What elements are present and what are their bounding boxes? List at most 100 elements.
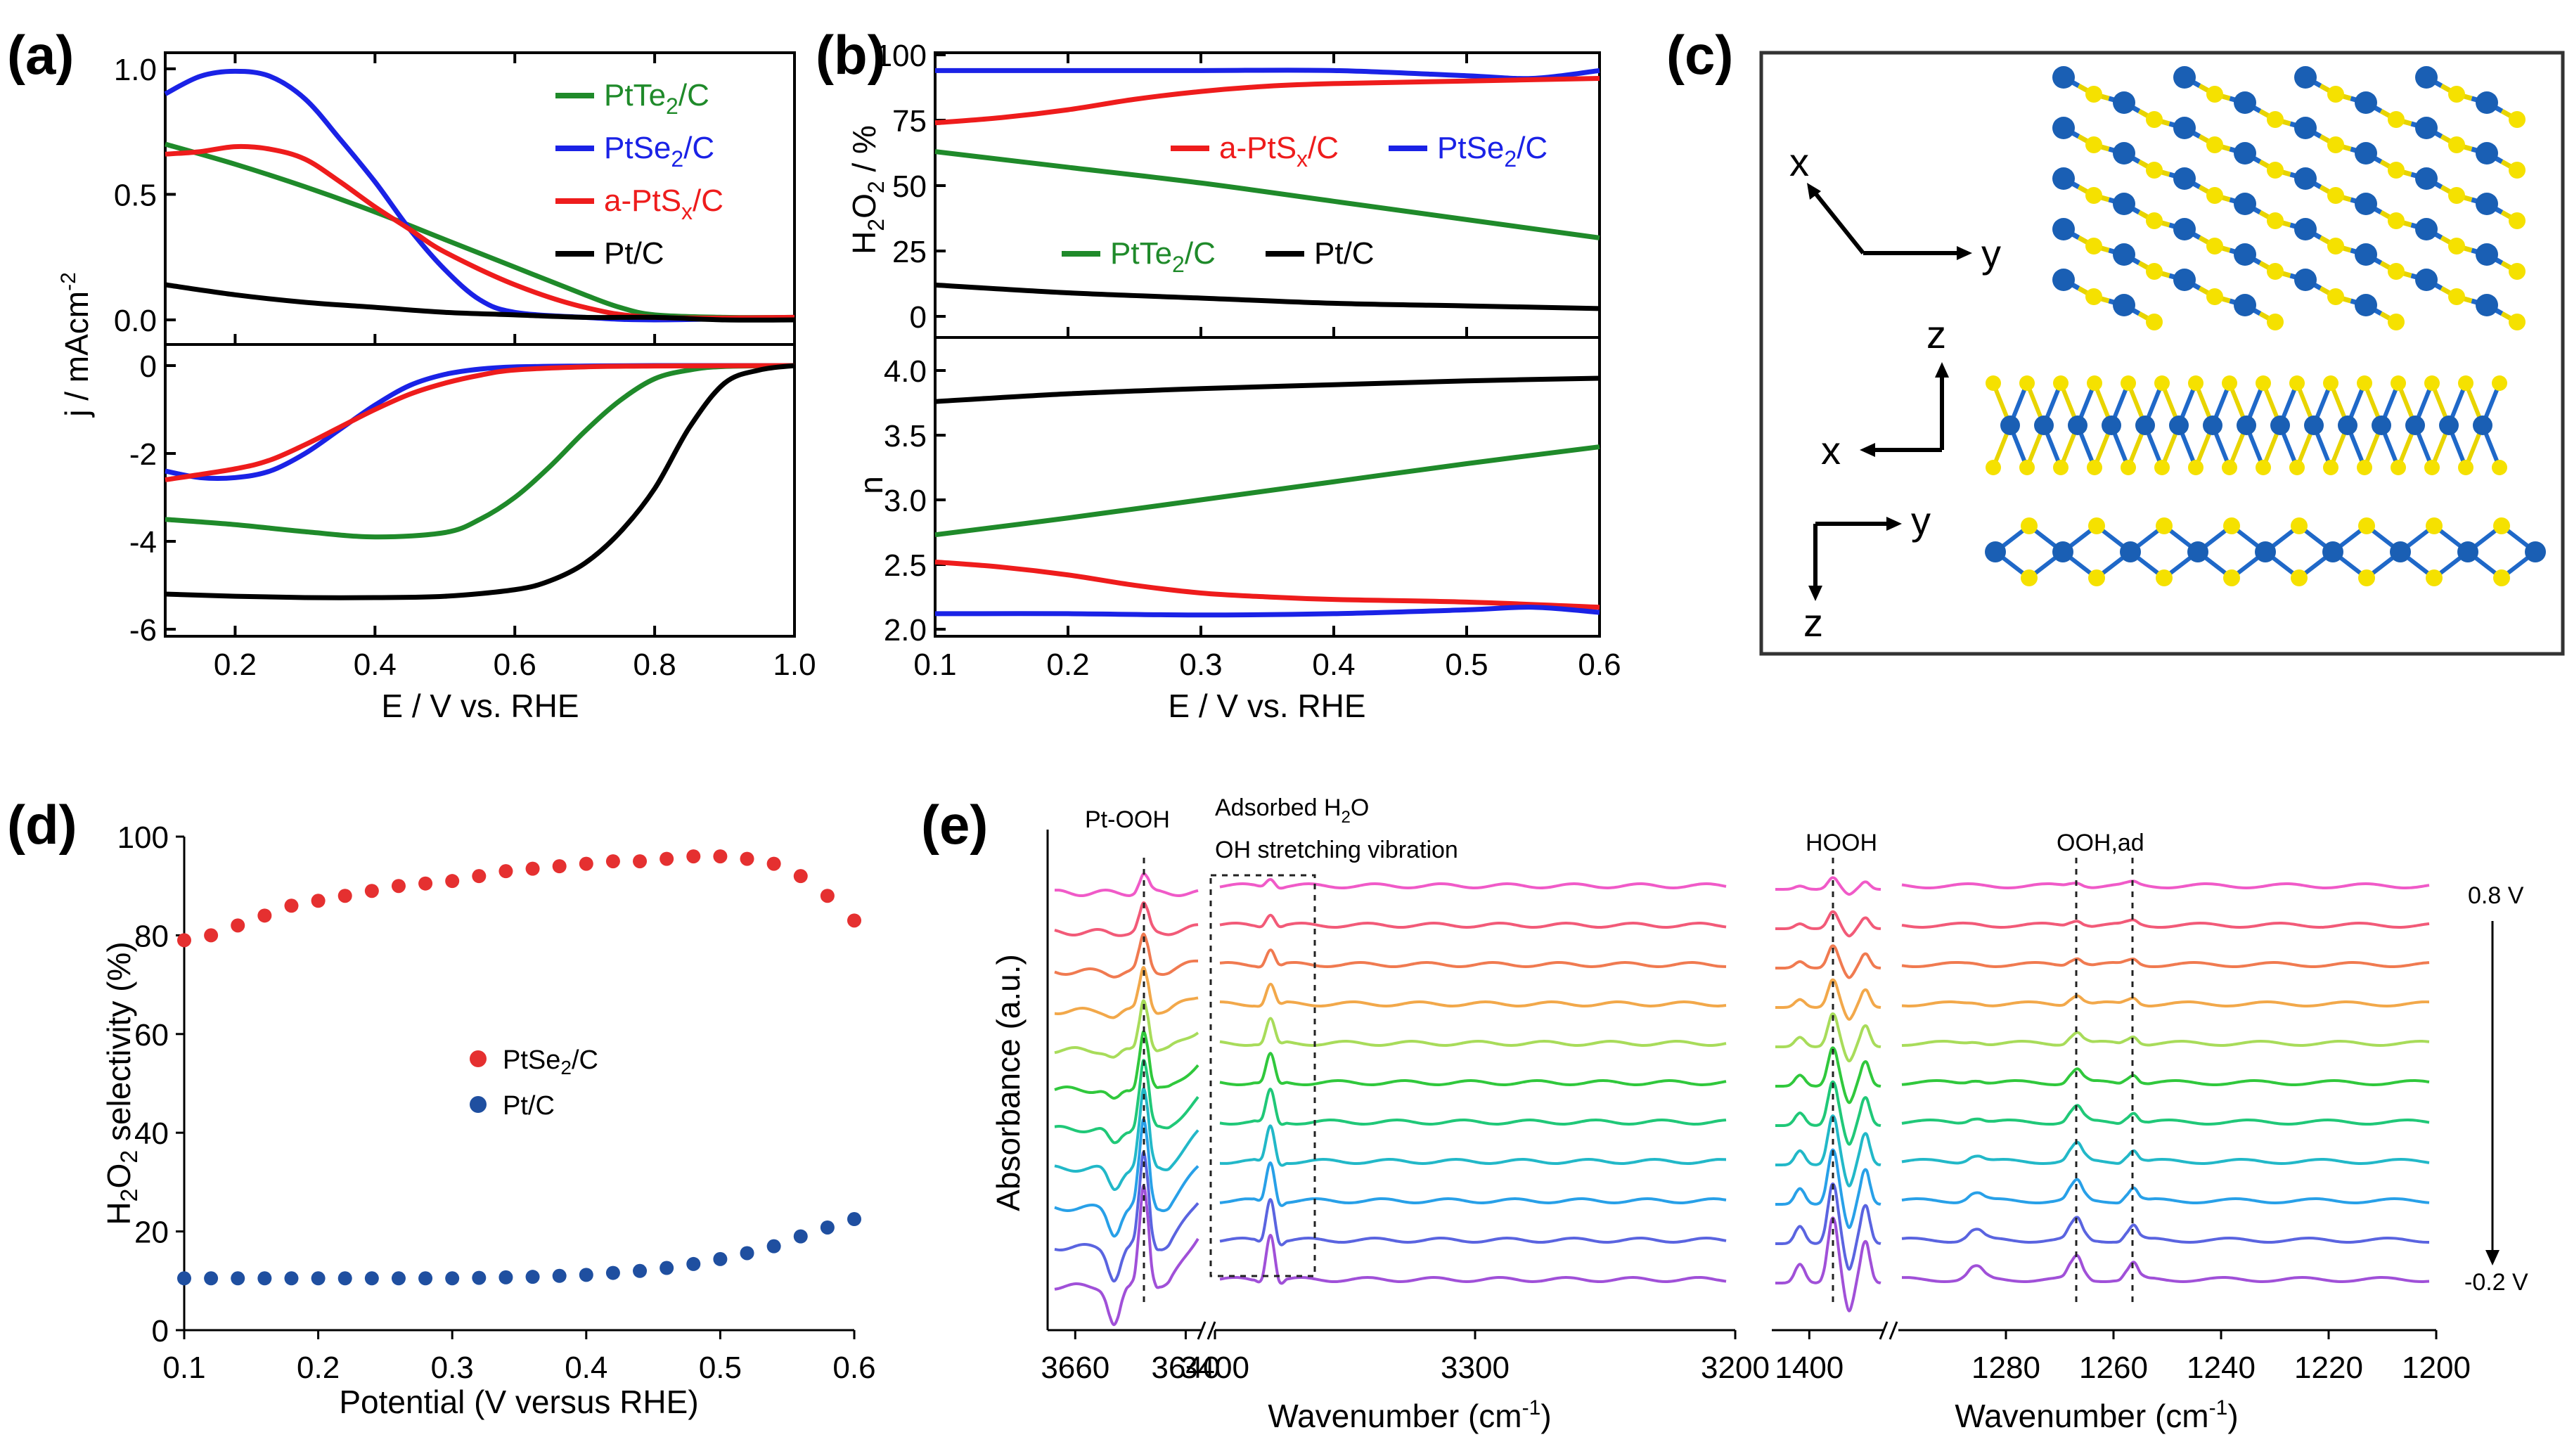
dashed-reference-lines [1143, 858, 2134, 1308]
panel-a-tick-labels: 0.2 0.4 0.6 0.8 1.0 0.0 0.5 1.0 0 -2 -4 -6 [114, 53, 816, 682]
e-trace-seg2-7 [1219, 1124, 1727, 1167]
d-xtick-label: 0.2 [297, 1351, 340, 1385]
a-legend-item-3-label: Pt/C [604, 236, 664, 271]
e-trace-seg3-4 [1775, 1012, 1881, 1063]
e-trace-seg3-6 [1775, 1080, 1881, 1146]
chalcogen-atom [2087, 375, 2102, 391]
e-trace-seg1-1 [1054, 901, 1199, 937]
panel-b-ticks [934, 53, 1601, 636]
panel-a-ylabel-base: j / mAcm [58, 291, 95, 418]
b-lower-line-3 [934, 605, 1600, 618]
chalcogen-atom [2267, 111, 2284, 128]
d-point-1-3 [257, 1271, 272, 1286]
d-point-0-24 [820, 889, 835, 903]
chalcogen-atom [2388, 212, 2405, 229]
b-legend-lower-0-label: PtTe2/C [1110, 236, 1216, 277]
pt-atom [2113, 243, 2135, 266]
e-xtick-label: 1240 [2187, 1351, 2256, 1385]
d-legend-marker-1 [470, 1096, 487, 1113]
chalcogen-atom [2085, 238, 2102, 255]
chalcogen-atom [2388, 162, 2405, 179]
d-point-0-19 [686, 849, 701, 864]
pt-atom [2068, 415, 2087, 435]
chalcogen-atom [2448, 238, 2465, 255]
axes-mid [1870, 373, 1944, 452]
a-upper-line-3 [165, 282, 795, 323]
b-xtick-label: 0.4 [1312, 648, 1355, 682]
e-trace-seg3-3 [1775, 978, 1881, 1021]
panel-e-xlabel-left-sup: -1 [1522, 1396, 1541, 1419]
panel-e-xlabel-right-base: Wavenumber (cm [1955, 1398, 2208, 1434]
panel-b-upper-series [934, 67, 1600, 311]
d-ytick-label: 80 [134, 919, 169, 953]
chalcogen-atom [2267, 314, 2284, 330]
e-trace-seg3-7 [1775, 1114, 1881, 1187]
b-xtick-label: 0.5 [1445, 648, 1488, 682]
d-point-0-5 [311, 894, 326, 908]
chalcogen-atom [2327, 288, 2344, 305]
panel-d-xlabel: Potential (V versus RHE) [339, 1384, 698, 1420]
chalcogen-atom [2267, 212, 2284, 229]
pt-atom [2355, 193, 2377, 215]
e-xtick-label: 3660 [1041, 1351, 1109, 1385]
lattice-side-view-x [1986, 375, 2507, 475]
chalcogen-atom [2424, 375, 2440, 391]
e-trace-seg4-2 [1901, 957, 2430, 969]
panel-a-ylabel: j / mAcm-2 [57, 272, 95, 418]
chalcogen-atom [2509, 314, 2526, 330]
a-xtick-label: 0.8 [633, 648, 676, 682]
chalcogen-atom [2019, 375, 2035, 391]
chalcogen-atom [2206, 136, 2223, 153]
d-point-1-7 [364, 1271, 379, 1286]
e-trace-seg2-9 [1219, 1198, 1727, 1246]
pt-atom [2169, 415, 2189, 435]
b-lower-line-1 [934, 444, 1600, 538]
chalcogen-atom [2222, 460, 2237, 475]
chalcogen-atom [2085, 136, 2102, 153]
d-legend-label-1: Pt/C [503, 1091, 555, 1121]
d-point-0-23 [793, 869, 808, 884]
e-trace-seg3-5 [1775, 1046, 1881, 1104]
chalcogen-atom [2327, 238, 2344, 255]
panel-a-lower-series [165, 363, 795, 600]
chalcogen-atom [2357, 375, 2372, 391]
e-trace-seg3-2 [1775, 944, 1881, 979]
d-point-0-15 [579, 856, 593, 871]
b-xtick-label: 0.3 [1179, 648, 1222, 682]
d-point-1-4 [284, 1271, 299, 1286]
b-upper-line-3 [934, 282, 1600, 311]
chalcogen-atom [2188, 460, 2203, 475]
pt-atom [2415, 167, 2438, 190]
chalcogen-atom [2088, 569, 2105, 586]
pt-atom [2270, 415, 2290, 435]
pt-atom [1985, 541, 2006, 562]
d-ytick-label: 60 [134, 1018, 169, 1052]
a-upper-ytick-label: 0.5 [114, 178, 157, 212]
a-legend-item-0-label: PtTe2/C [604, 78, 709, 119]
b-legend-lower-1-label: Pt/C [1314, 236, 1375, 271]
pt-atom [2234, 243, 2256, 266]
e-trace-seg4-5 [1901, 1067, 2430, 1087]
d-ytick-label: 0 [152, 1314, 169, 1348]
chalcogen-atom [2267, 263, 2284, 280]
pt-atom [2294, 218, 2317, 240]
panel-letter-a: (a) [7, 24, 74, 86]
d-point-1-13 [525, 1270, 540, 1284]
panel-e-series [1054, 872, 2430, 1327]
e-trace-seg2-0 [1219, 877, 1727, 890]
panel-a-xlabel: E / V vs. RHE [381, 688, 579, 724]
panel-letter-c: (c) [1666, 24, 1733, 86]
d-point-0-12 [498, 864, 513, 879]
e-trace-seg4-1 [1901, 918, 2430, 929]
a-upper-ytick-label: 0.0 [114, 304, 157, 338]
pt-atom [2173, 117, 2196, 139]
chalcogen-atom [2458, 375, 2473, 391]
panel-e-xlabel-left: Wavenumber (cm-1) [1268, 1396, 1551, 1434]
panel-b-tick-labels: 0.1 0.2 0.3 0.4 0.5 0.6 0 25 50 75 100 2.0 2.5 3.0 3.5… [875, 39, 1621, 682]
chalcogen-atom [2509, 263, 2526, 280]
b-lower-line-0 [934, 375, 1600, 404]
b-upper-line-1 [934, 75, 1600, 126]
d-point-0-6 [337, 889, 352, 903]
pt-atom [2102, 415, 2121, 435]
d-point-1-5 [311, 1271, 326, 1286]
